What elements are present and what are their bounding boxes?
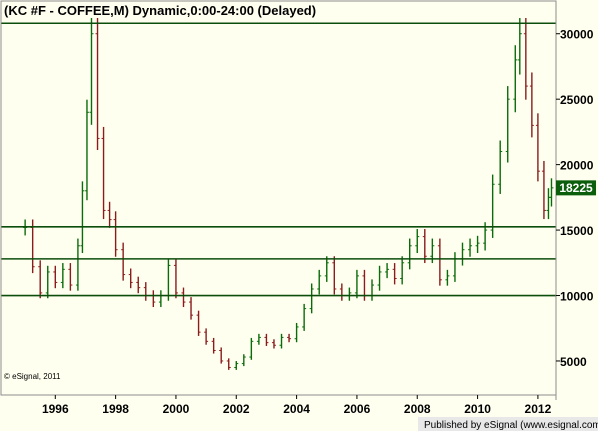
x-tick-label: 2012 <box>525 402 552 416</box>
x-tick-label: 2000 <box>163 402 190 416</box>
horizontal-lines <box>1 22 556 297</box>
x-tick-label: 1996 <box>42 402 69 416</box>
y-tick-label: 10000 <box>560 290 594 304</box>
last-price-badge: 18225 <box>556 180 596 196</box>
y-tick-label: 15000 <box>560 224 594 238</box>
y-tick-label: 5000 <box>560 355 587 369</box>
price-bars <box>23 18 554 370</box>
last-price-value: 18225 <box>559 181 593 195</box>
footer-background <box>418 417 598 431</box>
x-tick-label: 2006 <box>344 402 371 416</box>
x-tick-label: 2008 <box>404 402 431 416</box>
y-axis-ticks: 5000 10000 15000 20000 25000 30000 <box>556 28 594 369</box>
y-tick-label: 20000 <box>560 159 594 173</box>
y-tick-label: 30000 <box>560 28 594 42</box>
x-tick-label: 2002 <box>223 402 250 416</box>
x-tick-label: 1998 <box>102 402 129 416</box>
footer-credit: Published by eSignal (www.esignal.com) <box>424 420 598 431</box>
x-axis-ticks: 1996 1998 2000 2002 2004 2006 2008 2010 2012 <box>42 395 552 416</box>
watermark: © eSignal, 2011 <box>4 372 61 381</box>
y-tick-label: 25000 <box>560 93 594 107</box>
x-tick-label: 2010 <box>464 402 491 416</box>
chart-title: (KC #F - COFFEE,M) Dynamic,0:00-24:00 (D… <box>4 3 316 18</box>
x-tick-label: 2004 <box>283 402 310 416</box>
